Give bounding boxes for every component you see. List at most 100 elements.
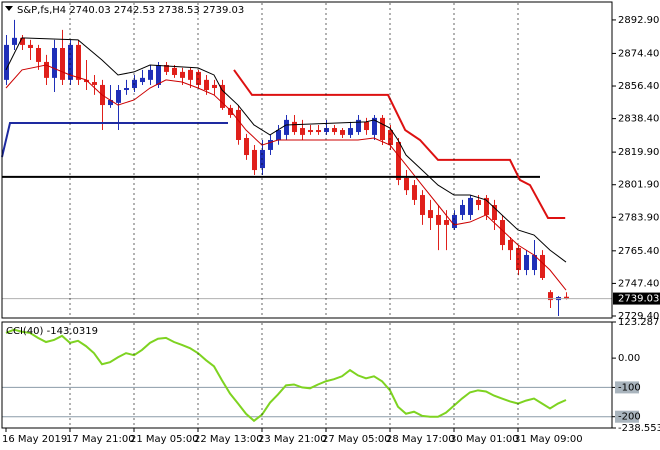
candle-body	[204, 79, 209, 91]
candle-body	[12, 37, 17, 45]
x-tick-label: 22 May 13:00	[194, 434, 263, 445]
candle-body	[308, 130, 313, 133]
y-tick-label: -238.5534	[618, 423, 660, 434]
candle-body	[500, 220, 505, 246]
level-label-box	[615, 381, 639, 394]
candle-body	[380, 117, 385, 140]
candle-body	[292, 121, 297, 133]
candle-body	[228, 107, 233, 115]
y-tick-label: -100	[618, 382, 641, 393]
y-tick-label: -200	[618, 412, 641, 423]
candle-body	[36, 47, 41, 62]
candle-body	[356, 119, 361, 133]
y-tick-label: 2819.90	[618, 147, 659, 158]
candle-body	[196, 71, 201, 85]
indicator-line	[5, 37, 567, 263]
x-tick-label: 17 May 21:00	[66, 434, 135, 445]
candle-body	[364, 121, 369, 131]
y-tick-label: 2783.90	[618, 212, 659, 223]
candle-body	[468, 197, 473, 215]
candle-body	[492, 205, 497, 221]
candle-body	[404, 178, 409, 191]
candle-body	[164, 65, 169, 72]
y-tick-label: 2729.40	[618, 311, 659, 322]
candle-body	[348, 128, 353, 135]
indicator-panel-frame	[1, 321, 613, 429]
candle-body	[452, 214, 457, 228]
candle-body	[332, 128, 337, 133]
x-tick-label: 21 May 05:00	[130, 434, 199, 445]
candle-body	[532, 254, 537, 271]
candle-body	[428, 210, 433, 219]
y-tick-label: 2856.40	[618, 81, 659, 92]
candle-body	[284, 119, 289, 135]
x-tick-label: 31 May 09:00	[514, 434, 583, 445]
candle-body	[372, 117, 377, 135]
candle-body	[412, 185, 417, 200]
x-tick-label: 30 May 01:00	[450, 434, 519, 445]
y-tick-label: 0.00	[618, 353, 640, 364]
y-tick-label: 2747.40	[618, 278, 659, 289]
current-price-box	[613, 292, 660, 305]
candle-body	[484, 197, 489, 215]
candle-body	[564, 296, 569, 299]
candle-body	[60, 47, 65, 80]
candle-body	[180, 71, 185, 78]
candle-body	[220, 84, 225, 108]
candle-body	[252, 149, 257, 171]
candle-body	[68, 44, 73, 80]
candle-body	[436, 214, 441, 225]
menu-arrow[interactable]	[5, 6, 13, 11]
candle-body	[44, 61, 49, 78]
indicator-line	[5, 64, 567, 291]
candle-body	[460, 205, 465, 215]
candle-body	[276, 130, 281, 140]
x-tick-label: 16 May 2019	[2, 434, 67, 445]
candle-body	[140, 77, 145, 83]
plot-layer: 2892.90 2874.40 2856.40 2838.40 2819.90 2801.…	[1, 3, 660, 434]
candle-body	[508, 239, 513, 251]
candle-body	[156, 65, 161, 85]
y-tick-label: 2765.40	[618, 246, 659, 257]
candle-body	[388, 130, 393, 146]
candle-body	[516, 247, 521, 271]
chart-title: S&P,fs,H4 2740.03 2742.53 2738.53 2739.0…	[17, 5, 244, 16]
indicator-line	[1, 121, 228, 158]
candle-body	[132, 79, 137, 89]
candle-body	[396, 141, 401, 181]
candle-body	[212, 84, 217, 89]
candle-body	[244, 137, 249, 156]
x-tick-label: 27 May 05:00	[322, 434, 391, 445]
candle-body	[524, 254, 529, 271]
y-tick-label: 2874.40	[618, 48, 659, 59]
candle-body	[124, 88, 129, 91]
cci-line	[5, 328, 567, 423]
indicator-line	[233, 69, 566, 220]
current-price-label: 2739.03	[618, 294, 659, 305]
indicator-title: CCI(40) -143.0319	[6, 326, 98, 337]
candle-body	[116, 90, 121, 103]
level-label-box	[615, 410, 639, 423]
candle-body	[444, 220, 449, 225]
y-tick-label: 2892.90	[618, 15, 659, 26]
candle-body	[76, 44, 81, 80]
candle-body	[172, 67, 177, 75]
candle-body	[148, 69, 153, 80]
candle-body	[92, 82, 97, 85]
y-tick-label: 2801.90	[618, 180, 659, 191]
candle-body	[52, 47, 57, 78]
candle-body	[316, 130, 321, 133]
y-tick-label: 2838.40	[618, 114, 659, 125]
candle-body	[300, 128, 305, 135]
candle-body	[20, 37, 25, 45]
candle-body	[540, 254, 545, 278]
candle-body	[28, 44, 33, 48]
candle-body	[4, 44, 9, 80]
candle-body	[188, 69, 193, 80]
candle-body	[324, 128, 329, 133]
main-panel-frame	[1, 1, 613, 319]
x-tick-label: 28 May 17:00	[386, 434, 455, 445]
candle-body	[236, 109, 241, 140]
